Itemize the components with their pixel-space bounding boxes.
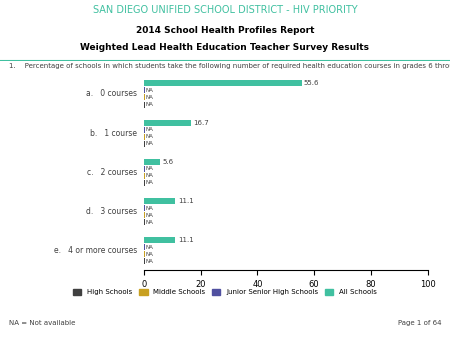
- Text: NA: NA: [145, 213, 153, 218]
- Bar: [144, 219, 145, 225]
- Bar: [144, 180, 145, 186]
- Bar: [144, 88, 145, 93]
- Text: NA = Not available: NA = Not available: [9, 320, 76, 326]
- Bar: [144, 134, 145, 140]
- Text: Weighted Lead Health Education Teacher Survey Results: Weighted Lead Health Education Teacher S…: [81, 43, 369, 52]
- Text: Page 1 of 64: Page 1 of 64: [397, 320, 441, 326]
- Text: NA: NA: [145, 259, 153, 264]
- Text: a.   0 courses: a. 0 courses: [86, 90, 137, 98]
- Text: NA: NA: [145, 88, 153, 93]
- Bar: [144, 120, 191, 126]
- Text: 16.7: 16.7: [194, 120, 209, 126]
- Text: NA: NA: [145, 127, 153, 132]
- Text: NA: NA: [145, 166, 153, 171]
- Bar: [144, 166, 145, 172]
- Bar: [144, 251, 145, 257]
- Text: NA: NA: [145, 206, 153, 211]
- Text: 11.1: 11.1: [178, 198, 194, 204]
- Bar: [144, 198, 176, 204]
- Text: NA: NA: [145, 134, 153, 139]
- Bar: [144, 244, 145, 250]
- Text: SAN DIEGO UNIFIED SCHOOL DISTRICT - HIV PRIORITY: SAN DIEGO UNIFIED SCHOOL DISTRICT - HIV …: [93, 5, 357, 15]
- Bar: [144, 258, 145, 264]
- Text: b.   1 course: b. 1 course: [90, 129, 137, 138]
- Bar: [144, 80, 302, 87]
- Text: NA: NA: [145, 141, 153, 146]
- Text: d.   3 courses: d. 3 courses: [86, 207, 137, 216]
- Text: NA: NA: [145, 220, 153, 225]
- Text: 55.6: 55.6: [304, 80, 319, 87]
- Text: NA: NA: [145, 102, 153, 107]
- Text: NA: NA: [145, 252, 153, 257]
- Bar: [144, 95, 145, 100]
- Text: 11.1: 11.1: [178, 237, 194, 243]
- Legend: High Schools, Middle Schools, Junior Senior High Schools, All Schools: High Schools, Middle Schools, Junior Sen…: [70, 287, 380, 298]
- Bar: [144, 173, 145, 179]
- Text: NA: NA: [145, 173, 153, 178]
- Bar: [144, 127, 145, 132]
- Text: NA: NA: [145, 95, 153, 100]
- Text: 2014 School Health Profiles Report: 2014 School Health Profiles Report: [136, 26, 314, 34]
- Bar: [144, 141, 145, 147]
- Bar: [144, 237, 176, 243]
- Text: e.   4 or more courses: e. 4 or more courses: [54, 246, 137, 255]
- Bar: [144, 159, 160, 165]
- Text: 5.6: 5.6: [162, 159, 173, 165]
- Bar: [144, 205, 145, 211]
- Text: 1.    Percentage of schools in which students take the following number of requi: 1. Percentage of schools in which studen…: [9, 63, 450, 69]
- Bar: [144, 101, 145, 107]
- Bar: [144, 212, 145, 218]
- Text: c.   2 courses: c. 2 courses: [86, 168, 137, 177]
- Text: NA: NA: [145, 245, 153, 250]
- Text: NA: NA: [145, 180, 153, 186]
